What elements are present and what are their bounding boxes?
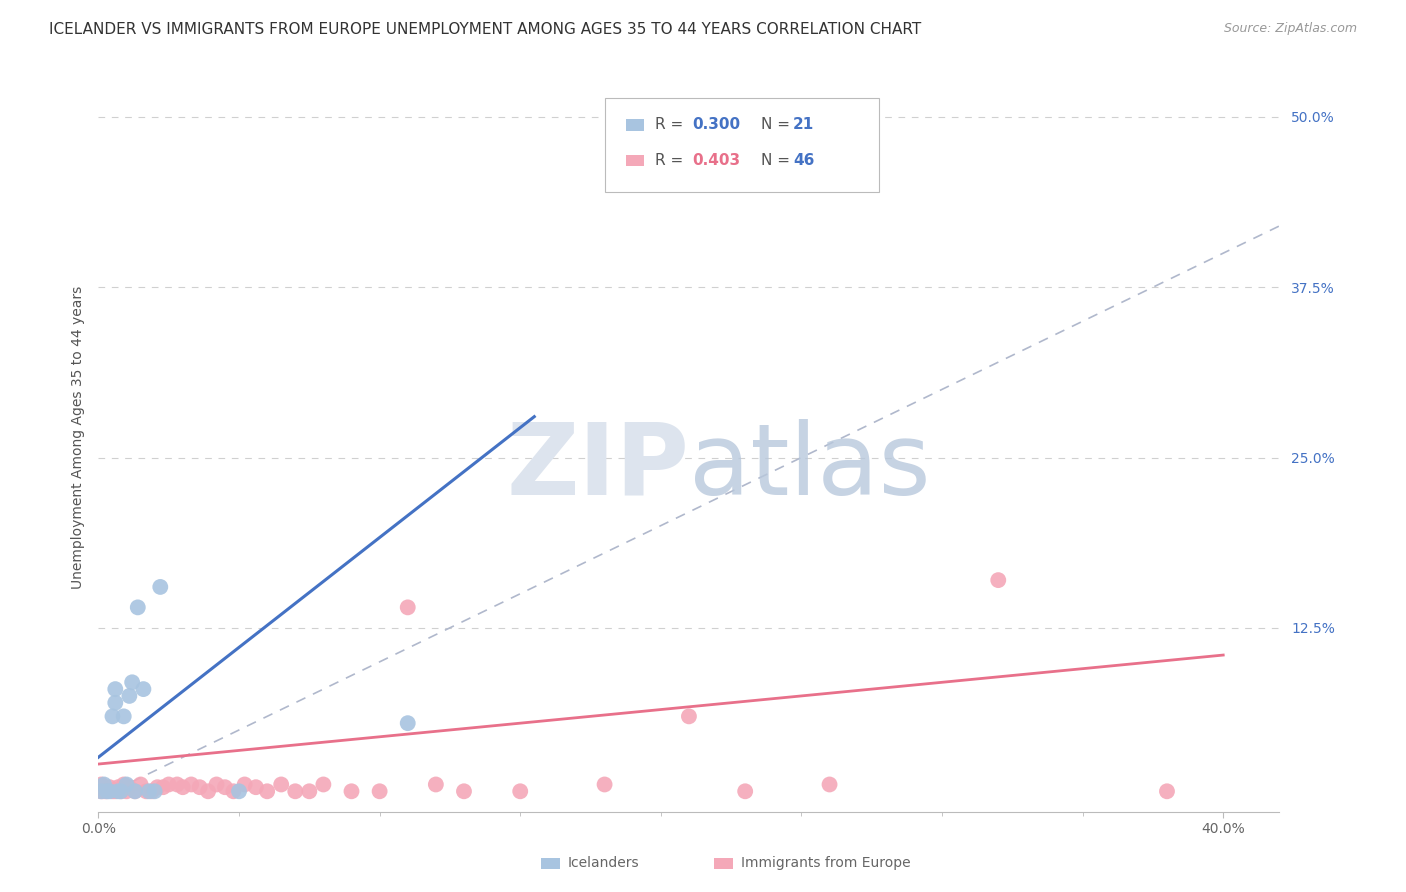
Text: 0.300: 0.300 [692,118,740,132]
Point [197,784,219,798]
Point [96,784,118,798]
Point [593,777,616,791]
Point [124,784,146,798]
Point [509,784,531,798]
Point [90,784,112,798]
Point [124,784,146,798]
Point [233,777,256,791]
Text: N =: N = [761,153,794,168]
Text: ICELANDER VS IMMIGRANTS FROM EUROPE UNEMPLOYMENT AMONG AGES 35 TO 44 YEARS CORRE: ICELANDER VS IMMIGRANTS FROM EUROPE UNEM… [49,22,921,37]
Point [396,716,419,731]
Text: atlas: atlas [689,418,931,516]
Text: 0.403: 0.403 [692,153,740,168]
Point [98,784,121,798]
Point [270,777,292,791]
Point [138,784,160,798]
Point [205,777,228,791]
Point [101,709,124,723]
Text: Immigrants from Europe: Immigrants from Europe [741,856,911,871]
Point [110,784,132,798]
Text: 21: 21 [793,118,814,132]
Point [149,580,172,594]
Point [298,784,321,798]
Point [214,780,236,795]
Text: ZIP: ZIP [506,418,689,516]
Point [143,784,166,798]
Point [453,784,475,798]
Text: R =: R = [655,153,689,168]
Text: Icelanders: Icelanders [568,856,640,871]
Point [132,682,155,697]
Point [112,709,135,723]
Point [172,780,194,795]
Point [734,784,756,798]
Point [127,600,149,615]
Point [180,777,202,791]
Point [93,784,115,798]
Point [107,784,129,798]
Point [90,777,112,791]
Point [228,784,250,798]
Point [115,777,138,791]
Text: 46: 46 [793,153,814,168]
Point [256,784,278,798]
Point [396,600,419,615]
Point [112,777,135,791]
Y-axis label: Unemployment Among Ages 35 to 44 years: Unemployment Among Ages 35 to 44 years [70,285,84,589]
Point [166,777,188,791]
Point [141,784,163,798]
Point [135,784,157,798]
Point [222,784,245,798]
Point [152,780,174,795]
Point [107,780,129,795]
Point [157,777,180,791]
Point [90,784,112,798]
Point [104,696,127,710]
Point [1156,784,1178,798]
Point [818,777,841,791]
Text: N =: N = [761,118,794,132]
Point [987,573,1010,587]
Point [104,682,127,697]
Point [312,777,335,791]
Point [98,780,121,795]
Point [678,709,700,723]
Point [96,784,118,798]
Point [340,784,363,798]
Point [129,777,152,791]
Point [245,780,267,795]
Point [110,784,132,798]
Point [93,777,115,791]
Point [121,675,143,690]
Point [104,784,127,798]
Point [368,784,391,798]
Point [425,777,447,791]
Text: Source: ZipAtlas.com: Source: ZipAtlas.com [1223,22,1357,36]
Point [118,689,141,703]
Point [101,784,124,798]
Point [146,780,169,795]
Point [188,780,211,795]
Point [284,784,307,798]
Point [115,784,138,798]
Point [118,780,141,795]
Text: R =: R = [655,118,689,132]
